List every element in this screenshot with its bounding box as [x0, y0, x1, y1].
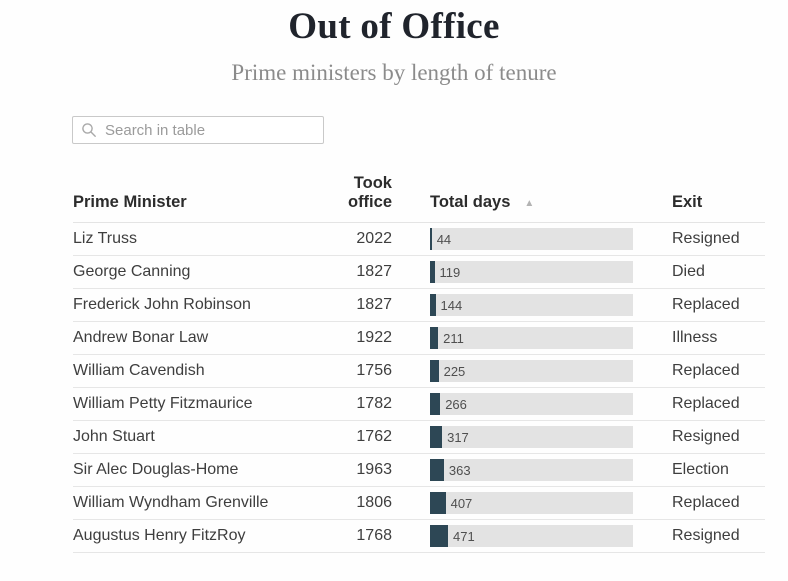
total-days-bar-track: 225 — [430, 360, 633, 382]
pm-name-cell: Frederick John Robinson — [73, 288, 340, 322]
pm-name-cell: Sir Alec Douglas-Home — [73, 453, 340, 487]
took-office-cell: 1756 — [340, 354, 392, 388]
exit-cell: Replaced — [633, 387, 765, 421]
took-office-cell: 1782 — [340, 387, 392, 421]
table-row: Liz Truss 2022 44 Resigned — [73, 222, 765, 256]
exit-cell: Resigned — [633, 222, 765, 256]
total-days-bar-fill — [430, 525, 448, 547]
pm-name-cell: William Cavendish — [73, 354, 340, 388]
col-header-total-days-label: Total days — [430, 193, 511, 211]
search-input[interactable] — [105, 121, 315, 139]
table-header-row: Prime Minister Took office Total days ▲ E… — [73, 174, 765, 223]
total-days-value: 44 — [436, 231, 452, 247]
total-days-cell: 144 — [392, 288, 633, 322]
total-days-bar-track: 211 — [430, 327, 633, 349]
pm-name-cell: Augustus Henry FitzRoy — [73, 519, 340, 553]
took-office-cell: 1762 — [340, 420, 392, 454]
exit-cell: Replaced — [633, 354, 765, 388]
pm-name-cell: George Canning — [73, 255, 340, 289]
total-days-bar-fill — [430, 393, 441, 415]
total-days-value: 119 — [439, 264, 461, 280]
total-days-value: 266 — [445, 396, 467, 412]
total-days-value: 363 — [448, 462, 471, 478]
total-days-cell: 471 — [392, 519, 633, 553]
took-office-cell: 2022 — [340, 222, 392, 256]
table-row: George Canning 1827 119 Died — [73, 255, 765, 289]
exit-cell: Illness — [633, 321, 765, 355]
total-days-bar-fill — [430, 294, 436, 316]
total-days-cell: 211 — [392, 321, 633, 355]
pm-table: Prime Minister Took office Total days ▲ E… — [73, 174, 765, 553]
total-days-bar-fill — [430, 228, 432, 250]
total-days-value: 317 — [447, 429, 469, 445]
total-days-value: 225 — [443, 363, 466, 379]
total-days-cell: 407 — [392, 486, 633, 520]
total-days-bar-track: 44 — [430, 228, 633, 250]
table-row: John Stuart 1762 317 Resigned — [73, 420, 765, 454]
total-days-value: 211 — [443, 330, 464, 346]
total-days-bar-track: 407 — [430, 492, 633, 514]
pm-name-cell: William Petty Fitzmaurice — [73, 387, 340, 421]
total-days-bar-fill — [430, 426, 443, 448]
total-days-bar-track: 471 — [430, 525, 633, 547]
col-header-took-office[interactable]: Took office — [340, 174, 392, 223]
total-days-cell: 363 — [392, 453, 633, 487]
total-days-cell: 225 — [392, 354, 633, 388]
table-row: Augustus Henry FitzRoy 1768 471 Resigned — [73, 519, 765, 553]
search-icon — [81, 122, 97, 138]
page-title: Out of Office — [288, 6, 500, 47]
total-days-value: 471 — [453, 528, 475, 544]
total-days-cell: 317 — [392, 420, 633, 454]
total-days-bar-fill — [430, 492, 446, 514]
pm-name-cell: Liz Truss — [73, 222, 340, 256]
search-box[interactable] — [72, 116, 324, 144]
took-office-cell: 1806 — [340, 486, 392, 520]
took-office-cell: 1768 — [340, 519, 392, 553]
took-office-cell: 1827 — [340, 288, 392, 322]
exit-cell: Resigned — [633, 420, 765, 454]
total-days-cell: 119 — [392, 255, 633, 289]
total-days-bar-fill — [430, 327, 439, 349]
exit-cell: Died — [633, 255, 765, 289]
table-row: Sir Alec Douglas-Home 1963 363 Election — [73, 453, 765, 487]
pm-name-cell: John Stuart — [73, 420, 340, 454]
total-days-cell: 44 — [392, 222, 633, 256]
total-days-bar-track: 119 — [430, 261, 633, 283]
took-office-cell: 1922 — [340, 321, 392, 355]
exit-cell: Replaced — [633, 486, 765, 520]
total-days-cell: 266 — [392, 387, 633, 421]
total-days-value: 144 — [440, 297, 463, 313]
total-days-bar-fill — [430, 261, 435, 283]
total-days-bar-fill — [430, 459, 444, 481]
col-header-exit[interactable]: Exit — [633, 174, 765, 223]
table-row: Frederick John Robinson 1827 144 Replace… — [73, 288, 765, 322]
total-days-bar-track: 266 — [430, 393, 633, 415]
col-header-prime-minister[interactable]: Prime Minister — [73, 174, 340, 223]
table-body: Liz Truss 2022 44 Resigned George Cannin… — [73, 222, 765, 553]
col-header-total-days[interactable]: Total days ▲ — [392, 174, 633, 223]
exit-cell: Replaced — [633, 288, 765, 322]
total-days-bar-track: 317 — [430, 426, 633, 448]
page-subtitle: Prime ministers by length of tenure — [231, 60, 557, 85]
total-days-bar-track: 363 — [430, 459, 633, 481]
total-days-bar-track: 144 — [430, 294, 633, 316]
took-office-cell: 1963 — [340, 453, 392, 487]
total-days-bar-fill — [430, 360, 439, 382]
table-row: William Petty Fitzmaurice 1782 266 Repla… — [73, 387, 765, 421]
sort-ascending-icon: ▲ — [524, 198, 535, 209]
exit-cell: Resigned — [633, 519, 765, 553]
took-office-cell: 1827 — [340, 255, 392, 289]
exit-cell: Election — [633, 453, 765, 487]
table-row: Andrew Bonar Law 1922 211 Illness — [73, 321, 765, 355]
table-row: William Cavendish 1756 225 Replaced — [73, 354, 765, 388]
pm-name-cell: William Wyndham Grenville — [73, 486, 340, 520]
table-row: William Wyndham Grenville 1806 407 Repla… — [73, 486, 765, 520]
pm-name-cell: Andrew Bonar Law — [73, 321, 340, 355]
total-days-value: 407 — [450, 495, 473, 511]
